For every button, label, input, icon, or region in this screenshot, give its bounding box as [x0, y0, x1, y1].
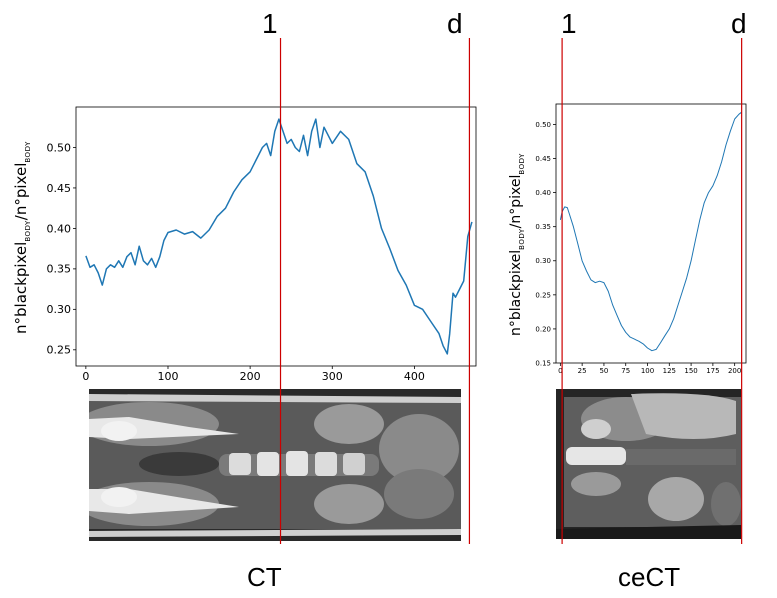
- cect-y-tick-label: 0.35: [535, 223, 551, 231]
- cect-x-tick-label: 50: [599, 367, 608, 375]
- ct-y-tick-label: 0.25: [47, 344, 72, 357]
- cect-y-tick-label: 0.20: [535, 325, 551, 333]
- ct-marker-label-start: 1: [262, 8, 278, 39]
- cect-x-tick-label: 175: [706, 367, 719, 375]
- cect-x-tick-label: 150: [684, 367, 697, 375]
- cect-series-line: [559, 111, 742, 352]
- cect-y-tick-label: 0.40: [535, 189, 551, 197]
- cect-marker-label-end: d: [731, 8, 747, 39]
- cect-scan-image: [556, 389, 741, 539]
- cect-y-tick-label: 0.45: [535, 155, 551, 163]
- ct-x-tick-label: 400: [404, 370, 425, 383]
- ct-x-tick-label: 200: [240, 370, 261, 383]
- ct-y-tick-label: 0.35: [47, 263, 72, 276]
- cect-x-tick-label: 75: [621, 367, 630, 375]
- ct-y-tick-label: 0.40: [47, 222, 72, 235]
- cect-x-tick-label: 200: [728, 367, 741, 375]
- ct-x-tick-label: 100: [157, 370, 178, 383]
- cect-y-tick-label: 0.15: [535, 359, 551, 367]
- ct-scan-image: [89, 389, 461, 541]
- cect-caption: ceCT: [618, 562, 681, 592]
- cect-y-tick-label: 0.25: [535, 291, 551, 299]
- ct-marker-label-end: d: [447, 8, 463, 39]
- ct-y-tick-label: 0.50: [47, 141, 72, 154]
- ct-y-tick-label: 0.30: [47, 303, 72, 316]
- cect-x-tick-label: 25: [578, 367, 587, 375]
- ct-series-line: [85, 118, 473, 355]
- ct-plot-frame: [75, 106, 477, 367]
- cect-x-tick-label: 100: [641, 367, 654, 375]
- ct-x-tick-label: 0: [82, 370, 89, 383]
- cect-x-tick-label: 125: [663, 367, 676, 375]
- cect-y-tick-label: 0.30: [535, 257, 551, 265]
- ct-caption: CT: [247, 562, 282, 592]
- cect-y-tick-label: 0.50: [535, 121, 551, 129]
- ct-y-tick-label: 0.45: [47, 182, 72, 195]
- cect-marker-label-start: 1: [561, 8, 577, 39]
- cect-x-tick-label: 0: [558, 367, 562, 375]
- ct-x-tick-label: 300: [322, 370, 343, 383]
- cect-plot-frame: [555, 103, 747, 364]
